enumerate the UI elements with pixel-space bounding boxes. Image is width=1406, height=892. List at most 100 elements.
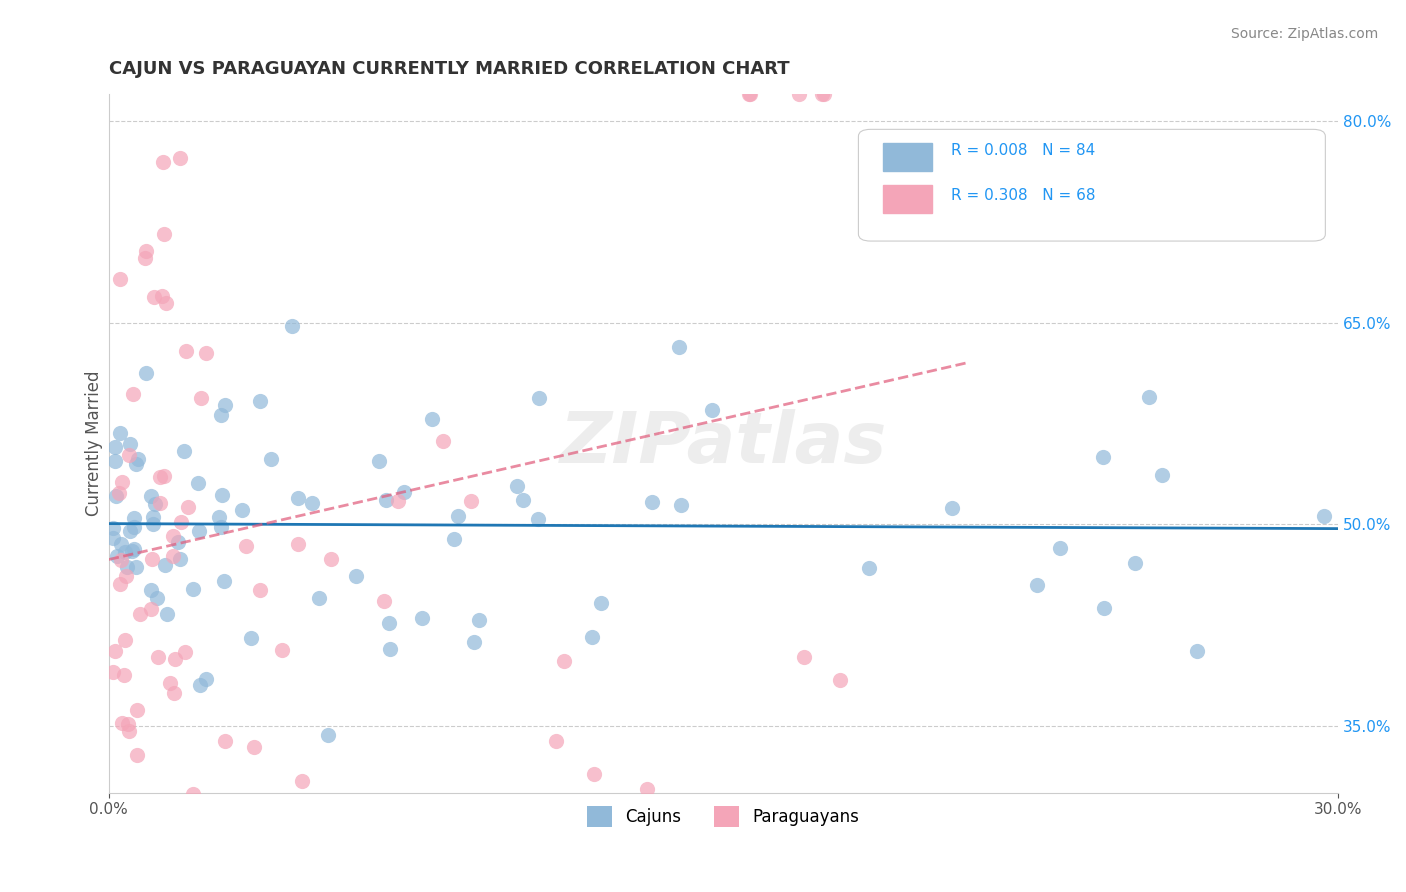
Point [155, 295, 177, 310]
Point [235, 539, 257, 553]
Point [308, 591, 330, 606]
Point [149, 470, 172, 484]
Point [231, 503, 253, 517]
Point [155, 607, 177, 621]
Point [103, 454, 125, 468]
Point [529, 391, 551, 405]
Point [117, 559, 139, 574]
Point [467, 613, 489, 627]
Point [101, 665, 124, 679]
Point [190, 391, 212, 405]
Point [787, 87, 810, 102]
Point [641, 495, 664, 509]
Point [174, 645, 197, 659]
Point [1137, 390, 1160, 404]
FancyBboxPatch shape [883, 186, 932, 213]
Point [122, 387, 145, 401]
Point [118, 724, 141, 739]
Point [591, 596, 613, 610]
Point [170, 515, 193, 529]
Point [392, 484, 415, 499]
Point [544, 734, 567, 748]
Point [443, 533, 465, 547]
Point [167, 535, 190, 549]
Point [463, 634, 485, 648]
Point [1313, 509, 1336, 524]
Point [121, 544, 143, 558]
Point [291, 774, 314, 789]
Point [271, 642, 294, 657]
Point [124, 457, 146, 471]
Point [1187, 644, 1209, 658]
Point [163, 652, 186, 666]
Point [153, 558, 176, 573]
Point [115, 568, 138, 582]
Point [460, 494, 482, 508]
Point [506, 478, 529, 492]
Point [153, 227, 176, 242]
Point [214, 399, 236, 413]
Point [211, 488, 233, 502]
Point [374, 492, 396, 507]
Point [669, 498, 692, 512]
Point [173, 443, 195, 458]
Point [159, 675, 181, 690]
Point [1026, 578, 1049, 592]
Point [125, 560, 148, 574]
Point [249, 393, 271, 408]
Point [188, 678, 211, 692]
Point [582, 766, 605, 780]
Point [188, 524, 211, 538]
FancyBboxPatch shape [859, 129, 1326, 241]
Point [249, 582, 271, 597]
Point [101, 521, 124, 535]
Point [378, 642, 401, 657]
Point [858, 561, 880, 575]
Point [141, 489, 163, 503]
Point [243, 740, 266, 755]
Point [141, 582, 163, 597]
Point [668, 340, 690, 354]
Point [125, 748, 148, 763]
Point [111, 475, 134, 490]
Point [104, 644, 127, 658]
Point [108, 577, 131, 591]
Point [110, 537, 132, 551]
Point [152, 289, 174, 303]
Point [1092, 450, 1115, 464]
Point [105, 489, 128, 503]
Text: R = 0.008   N = 84: R = 0.008 N = 84 [950, 143, 1095, 158]
Point [1049, 541, 1071, 556]
Point [139, 601, 162, 615]
Point [195, 672, 218, 686]
Point [367, 454, 389, 468]
Point [163, 685, 186, 699]
Point [143, 289, 166, 303]
Point [195, 345, 218, 359]
Point [187, 476, 209, 491]
Point [114, 633, 136, 648]
Y-axis label: Currently Married: Currently Married [86, 371, 103, 516]
Point [260, 452, 283, 467]
Legend: Cajuns, Paraguayans: Cajuns, Paraguayans [581, 799, 866, 833]
Point [411, 611, 433, 625]
Point [135, 366, 157, 380]
Point [176, 500, 198, 514]
Point [143, 497, 166, 511]
Point [169, 151, 191, 165]
Point [214, 733, 236, 747]
Point [105, 549, 128, 564]
Point [287, 491, 309, 505]
Point [1094, 600, 1116, 615]
Point [127, 703, 149, 717]
Point [153, 468, 176, 483]
Point [118, 448, 141, 462]
Point [122, 520, 145, 534]
Point [1123, 556, 1146, 570]
Point [128, 607, 150, 622]
Point [117, 717, 139, 731]
Point [134, 251, 156, 265]
Point [700, 403, 723, 417]
Point [208, 509, 231, 524]
Point [447, 508, 470, 523]
